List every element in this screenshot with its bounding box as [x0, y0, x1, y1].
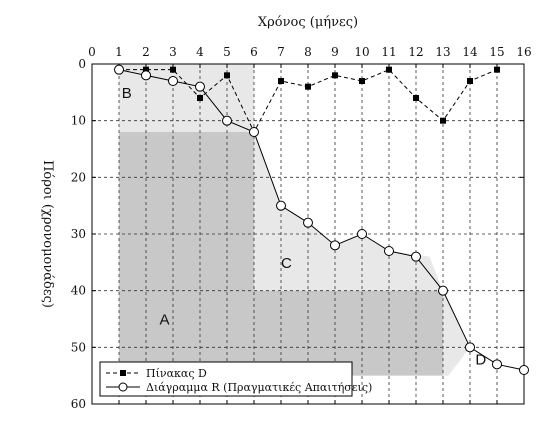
region-label-d: D	[475, 351, 486, 368]
region-label-c: C	[281, 255, 292, 272]
y-axis-title: Πόροι (χρονομονάδες)	[40, 160, 55, 308]
data-point-circle	[168, 76, 178, 86]
legend-marker-square	[120, 370, 126, 376]
y-tick-label: 60	[71, 397, 86, 411]
data-point-circle	[492, 359, 502, 370]
x-tick-label: 15	[489, 45, 504, 59]
legend-label-0: Πίνακας D	[146, 367, 207, 380]
data-point-square	[386, 66, 392, 73]
x-tick-label: 4	[196, 45, 204, 59]
region-label-a: A	[160, 312, 170, 329]
legend-marker-circle	[118, 382, 128, 392]
data-point-circle	[114, 64, 124, 75]
x-tick-label: 12	[408, 45, 423, 59]
x-tick-label: 14	[462, 45, 478, 59]
y-tick-label: 50	[71, 340, 86, 354]
data-point-square	[413, 95, 419, 101]
region-label-b: B	[122, 85, 132, 102]
x-tick-label: 5	[223, 45, 231, 59]
data-point-circle	[438, 285, 448, 296]
legend-box	[99, 361, 353, 397]
data-point-square	[170, 66, 176, 73]
x-tick-label: 16	[516, 45, 531, 59]
data-point-circle	[303, 217, 313, 228]
x-tick-label: 8	[304, 45, 312, 59]
data-point-square	[494, 66, 500, 73]
data-point-circle	[276, 200, 286, 211]
data-point-square	[278, 78, 284, 84]
x-tick-label: 9	[331, 45, 339, 59]
y-tick-label: 0	[78, 57, 86, 71]
data-point-circle	[195, 81, 205, 92]
x-tick-label: 7	[277, 45, 285, 59]
region-labels-layer: A B C D	[122, 85, 487, 368]
region-c	[254, 132, 443, 291]
data-point-circle	[384, 246, 394, 256]
data-point-circle	[519, 365, 529, 375]
region-d	[443, 290, 470, 376]
y-tick-label: 10	[71, 114, 86, 128]
x-tick-label: 3	[169, 45, 177, 59]
x-axis-title: Χρόνος (μήνες)	[258, 15, 358, 30]
regions-layer	[119, 64, 470, 376]
x-tick-label: 11	[381, 45, 396, 59]
x-tick-label: 2	[142, 45, 150, 59]
data-point-square	[359, 78, 365, 84]
data-point-square	[305, 83, 311, 90]
data-point-square	[467, 78, 473, 84]
data-point-circle	[330, 240, 340, 251]
data-point-circle	[249, 127, 259, 137]
data-point-circle	[357, 229, 367, 239]
x-tick-label: 1	[115, 45, 123, 59]
x-tick-label: 0	[88, 45, 96, 59]
data-point-circle	[141, 70, 151, 81]
y-tick-label: 30	[71, 227, 86, 241]
data-point-circle	[465, 342, 475, 353]
data-point-square	[224, 72, 230, 79]
data-point-circle	[411, 251, 421, 262]
series-line-1	[118, 69, 525, 371]
data-point-square	[440, 117, 446, 124]
data-point-square	[143, 66, 149, 73]
data-point-square	[197, 95, 203, 101]
x-tick-label: 6	[250, 45, 258, 59]
legend-label-1: Διάγραμμα R (Πραγματικές Απαιτήσεις)	[146, 381, 372, 394]
data-point-circle	[222, 115, 232, 126]
data-point-square	[332, 72, 338, 79]
y-tick-label: 20	[71, 170, 86, 184]
x-tick-label: 10	[354, 45, 369, 59]
series-layer	[114, 64, 529, 375]
x-tick-label: 13	[435, 45, 450, 59]
y-tick-label: 40	[71, 284, 86, 298]
